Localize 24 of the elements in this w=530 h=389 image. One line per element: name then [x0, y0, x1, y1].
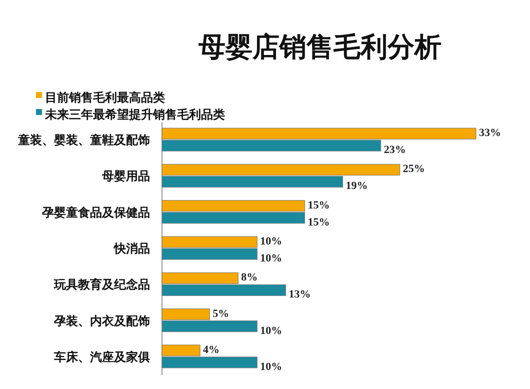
y-tick-label: 车床、汽座及家俱 — [53, 350, 150, 364]
data-label: 10% — [260, 236, 282, 248]
data-label: 13% — [288, 288, 311, 301]
chart-title: 母婴店销售毛利分析 — [198, 32, 442, 63]
y-tick-label: 快消品 — [113, 242, 150, 256]
data-label: 4% — [203, 344, 220, 356]
data-label: 15% — [308, 199, 330, 212]
data-label: 19% — [346, 180, 368, 192]
y-tick-label: 孕婴童食品及保健品 — [41, 205, 150, 220]
y-tick-label: 孕装、内衣及配饰 — [53, 314, 150, 328]
data-label: 15% — [308, 216, 330, 228]
y-tick-label: 玩具教育及纪念品 — [53, 278, 150, 292]
data-label: 8% — [241, 272, 258, 284]
y-tick-label: 童装、婴装、童鞋及配饰 — [17, 133, 150, 148]
legend-label: 未来三年最希望提升销售毛利品类 — [44, 107, 225, 122]
data-label: 10% — [260, 360, 282, 373]
data-label: 25% — [402, 163, 425, 176]
data-label: 5% — [212, 308, 230, 320]
data-label: 23% — [384, 144, 406, 156]
legend-label: 目前销售毛利最高品类 — [45, 90, 165, 104]
data-label: 10% — [260, 324, 282, 337]
y-tick-label: 母婴用品 — [101, 169, 150, 184]
data-label: 33% — [479, 127, 501, 140]
data-label: 10% — [260, 252, 282, 264]
